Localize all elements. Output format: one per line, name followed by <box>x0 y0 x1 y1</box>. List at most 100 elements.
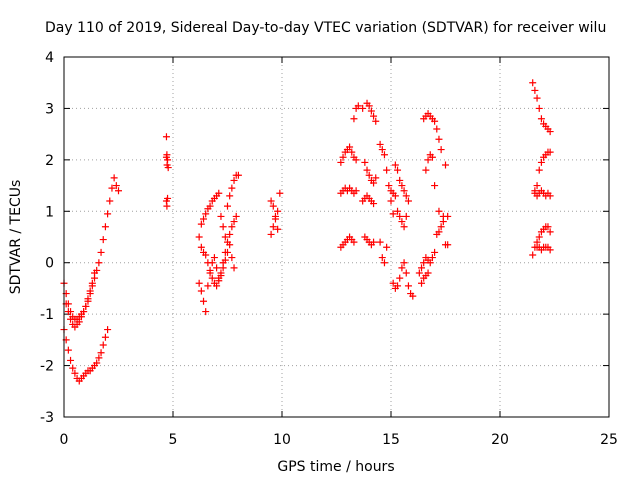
data-point <box>398 218 406 226</box>
series-arc6-b <box>376 238 391 267</box>
data-point <box>217 212 225 220</box>
data-point <box>80 308 88 316</box>
data-point <box>533 182 541 190</box>
data-point <box>396 212 404 220</box>
series-arc8-d <box>529 223 554 259</box>
data-point <box>219 264 227 272</box>
data-point <box>200 297 208 305</box>
series-arc8-c <box>531 187 554 200</box>
data-point <box>394 207 402 215</box>
y-tick-label: -3 <box>40 410 54 426</box>
series-arc5-e <box>359 192 378 208</box>
data-point <box>418 279 426 287</box>
data-point <box>163 161 171 169</box>
data-point <box>396 176 404 184</box>
data-point <box>224 248 231 256</box>
x-axis-label: GPS time / hours <box>277 459 394 475</box>
series-arc8-a <box>529 79 554 136</box>
data-point <box>544 223 552 231</box>
data-point <box>226 241 234 249</box>
data-point <box>195 233 203 241</box>
data-point <box>387 197 395 205</box>
data-point <box>197 220 205 228</box>
x-tick-label: 5 <box>169 432 178 448</box>
data-point <box>67 315 75 323</box>
data-point <box>546 148 554 156</box>
series-arc2 <box>162 133 172 210</box>
chart-title: Day 110 of 2019, Sidereal Day-to-day VTE… <box>45 20 606 36</box>
data-point <box>402 269 410 277</box>
data-point <box>365 171 373 179</box>
y-tick-label: -2 <box>40 359 54 375</box>
data-point <box>535 104 543 112</box>
y-tick-label: -1 <box>40 307 54 323</box>
data-point <box>404 282 412 290</box>
data-point <box>101 333 109 341</box>
data-point <box>420 259 428 267</box>
y-tick-label: 2 <box>45 153 54 169</box>
series-arc3-c <box>197 241 238 290</box>
data-point <box>533 94 541 102</box>
data-point <box>215 189 223 197</box>
series-arc5-a <box>337 233 358 251</box>
data-point <box>418 264 426 272</box>
data-point <box>352 156 360 164</box>
data-point <box>546 192 554 200</box>
data-point <box>372 117 380 125</box>
data-point <box>400 259 408 267</box>
data-point <box>546 128 554 136</box>
data-point <box>217 272 225 280</box>
data-point <box>106 197 114 205</box>
data-point <box>422 166 430 174</box>
series-arc7-c <box>422 151 452 220</box>
data-point <box>391 161 399 169</box>
x-tick-label: 25 <box>600 432 618 448</box>
data-point <box>400 223 408 231</box>
data-point <box>93 359 101 367</box>
data-point <box>213 282 221 290</box>
data-point <box>350 115 358 123</box>
data-point <box>82 302 90 310</box>
data-point <box>99 341 107 349</box>
data-point <box>276 189 284 197</box>
data-point <box>206 266 214 274</box>
data-point <box>228 254 236 262</box>
data-point <box>385 182 393 190</box>
data-point <box>426 259 434 267</box>
data-point <box>444 241 452 249</box>
data-point <box>197 243 205 251</box>
data-point <box>202 308 210 316</box>
data-point <box>350 238 358 246</box>
data-point <box>352 187 360 195</box>
data-point <box>95 354 103 362</box>
series-arc7-a <box>415 218 447 277</box>
data-point <box>398 182 406 190</box>
data-point <box>86 287 94 295</box>
data-point <box>370 112 378 120</box>
data-point <box>431 117 439 125</box>
data-point <box>274 207 282 215</box>
data-point <box>400 187 408 195</box>
data-point <box>380 151 388 159</box>
data-point <box>415 269 423 277</box>
data-point <box>437 223 445 231</box>
data-point <box>210 254 218 262</box>
series-arc3-a <box>195 171 242 241</box>
data-point <box>435 228 443 236</box>
data-point <box>208 274 216 282</box>
series-arc7-b <box>420 110 449 169</box>
data-point <box>394 166 402 174</box>
data-point <box>378 146 386 154</box>
series-arc5-g <box>361 233 378 249</box>
data-point <box>354 102 362 110</box>
data-point <box>424 269 432 277</box>
data-point <box>228 184 236 192</box>
data-point <box>234 171 242 179</box>
data-point <box>424 156 432 164</box>
data-point <box>367 107 375 115</box>
data-point <box>224 202 231 210</box>
x-tick-labels: 0 5 10 15 20 25 <box>60 432 618 448</box>
data-point <box>115 187 122 195</box>
data-point <box>206 202 214 210</box>
data-point <box>112 182 120 190</box>
